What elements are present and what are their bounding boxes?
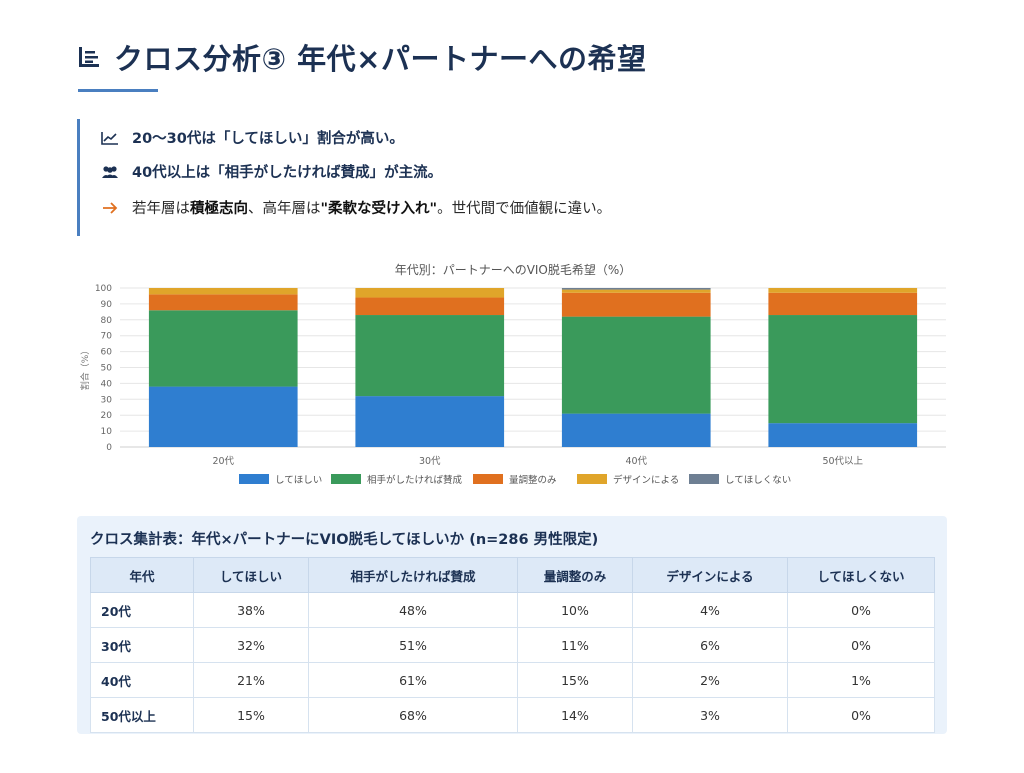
cell-age: 50代以上 [90,697,194,733]
bar-segment [768,292,918,316]
th-want: してほしい [193,557,309,593]
callout-line-2: 40代以上は「相手がしたければ賛成」が主流。 [100,161,442,182]
legend-swatch [577,474,607,484]
bar-segment [561,316,711,414]
cell: 21% [193,662,309,698]
x-tick-label: 50代以上 [822,456,863,467]
cell: 48% [308,592,518,628]
cell: 3% [632,697,788,733]
legend-label: デザインによる [613,474,679,486]
line-chart-icon [100,130,120,146]
bar-list-icon [79,47,99,67]
cell: 61% [308,662,518,698]
y-tick-label: 40 [101,379,113,389]
chart-title: 年代別：パートナーへのVIO脱毛希望（%） [395,262,632,277]
legend-swatch [689,474,719,484]
callout-line-1: 20〜30代は「してほしい」割合が高い。 [100,127,404,148]
cell-age: 30代 [90,627,194,663]
bar-segment [355,396,505,447]
bar-segment [148,386,298,447]
y-tick-label: 10 [101,427,113,437]
legend-swatch [473,474,503,484]
bar-segment [148,294,298,311]
stacked-bar-chart: 年代別：パートナーへのVIO脱毛希望（%） 割合（%） 0 10 20 30 40 50 60 7… [78,258,948,498]
bar-segment [355,288,505,298]
cell-age: 40代 [90,662,194,698]
x-tick-label: 30代 [419,456,441,467]
cell: 10% [517,592,633,628]
bar-segment [561,288,711,290]
bar-segment [561,289,711,293]
bar-segment [355,297,505,316]
cell: 68% [308,697,518,733]
cell: 14% [517,697,633,733]
cell: 38% [193,592,309,628]
y-tick-label: 80 [101,316,113,326]
cell: 15% [193,697,309,733]
cell: 51% [308,627,518,663]
th-age: 年代 [90,557,194,593]
legend-swatch [331,474,361,484]
title-underline [78,89,158,92]
cell: 2% [632,662,788,698]
bar-segment [768,423,918,447]
y-tick-label: 90 [101,300,113,310]
legend-label: 相手がしたければ賛成 [367,474,463,486]
y-tick-label: 50 [101,364,113,374]
callout-text-1: 20〜30代は「してほしい」割合が高い。 [132,131,404,147]
cell: 15% [517,662,633,698]
cell: 32% [193,627,309,663]
cell: 11% [517,627,633,663]
cross-table: 年代 してほしい 相手がしたければ賛成 量調整のみ デザインによる してほしくな… [90,557,935,733]
y-tick-label: 60 [101,348,113,358]
cell: 0% [787,627,935,663]
bar-segment [355,315,505,397]
table-title: クロス集計表：年代×パートナーにVIO脱毛してほしいか (n=286 男性限定) [90,532,599,548]
y-tick-label: 30 [101,395,113,405]
chart-svg: 年代別：パートナーへのVIO脱毛希望（%） 割合（%） 0 10 20 30 40 50 60 7… [79,262,946,486]
th-not-want: してほしくない [787,557,935,593]
callout-text-2: 40代以上は「相手がしたければ賛成」が主流。 [132,165,443,181]
users-icon [100,164,120,180]
x-tick-label: 40代 [625,456,647,467]
legend-label: してほしくない [725,475,791,486]
bar-segment [148,310,298,387]
table-row: 40代 21% 61% 15% 2% 1% [90,662,935,698]
bar-segment [148,288,298,295]
y-tick-label: 0 [106,443,112,453]
x-tick-label: 20代 [212,456,234,467]
y-tick-label: 70 [101,332,113,342]
y-tick-label: 100 [95,284,112,294]
cell: 1% [787,662,935,698]
table-row: 20代 38% 48% 10% 4% 0% [90,592,935,628]
cell-age: 20代 [90,592,194,628]
callout-box: 20〜30代は「してほしい」割合が高い。 40代以上は「相手がしたければ賛成」が… [77,119,640,236]
page-title: クロス分析③ 年代×パートナーへの希望 [114,42,647,76]
th-agree: 相手がしたければ賛成 [308,557,518,593]
y-axis-label: 割合（%） [79,346,91,391]
bar-segment [561,413,711,447]
cell: 0% [787,697,935,733]
bar-segment [768,288,918,293]
cell: 0% [787,592,935,628]
page-header: クロス分析③ 年代×パートナーへの希望 [78,36,646,78]
legend-label: 量調整のみ [509,474,557,486]
table-row: 50代以上 15% 68% 14% 3% 0% [90,697,935,733]
y-tick-label: 20 [101,411,113,421]
th-adjust: 量調整のみ [517,557,633,593]
callout-text-3: 若年層は積極志向、高年層は"柔軟な受け入れ"。世代間で価値観に違い。 [132,201,612,217]
bar-segment [768,315,918,424]
table-row: 30代 32% 51% 11% 6% 0% [90,627,935,663]
th-design: デザインによる [632,557,788,593]
legend-label: してほしい [275,475,322,486]
cell: 6% [632,627,788,663]
table-header-row: 年代 してほしい 相手がしたければ賛成 量調整のみ デザインによる してほしくな… [90,557,935,593]
legend-swatch [239,474,269,484]
bar-segment [561,292,711,317]
cell: 4% [632,592,788,628]
arrow-right-icon [100,200,120,216]
callout-line-3: 若年層は積極志向、高年層は"柔軟な受け入れ"。世代間で価値観に違い。 [100,197,611,218]
cross-table-card: クロス集計表：年代×パートナーにVIO脱毛してほしいか (n=286 男性限定)… [77,516,947,734]
